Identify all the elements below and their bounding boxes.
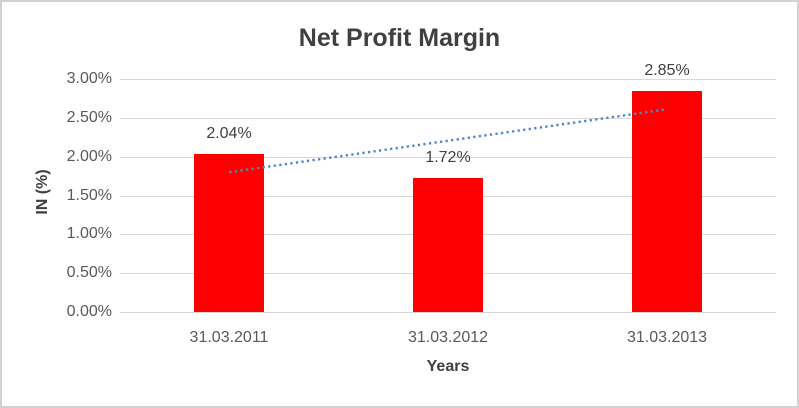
x-tick-label: 31.03.2012 bbox=[407, 329, 489, 346]
y-tick-label: 2.00% bbox=[66, 148, 112, 165]
bar-data-label: 2.85% bbox=[644, 62, 690, 79]
y-tick-label: 0.50% bbox=[66, 264, 112, 281]
x-axis-title: Years bbox=[426, 358, 470, 375]
x-tick-label: 31.03.2011 bbox=[189, 329, 269, 346]
y-tick-label: 1.50% bbox=[66, 187, 112, 204]
chart-title: Net Profit Margin bbox=[298, 24, 501, 52]
gridline bbox=[120, 312, 776, 313]
y-tick-label: 2.50% bbox=[66, 109, 112, 126]
bar-31.03.2012[interactable] bbox=[413, 178, 483, 312]
y-tick-label: 1.00% bbox=[66, 225, 112, 242]
x-tick-label: 31.03.2013 bbox=[626, 329, 708, 346]
gridline bbox=[120, 79, 776, 80]
y-tick-label: 3.00% bbox=[66, 70, 112, 87]
bar-data-label: 2.04% bbox=[206, 125, 252, 142]
bar-31.03.2013[interactable] bbox=[632, 91, 702, 312]
bar-31.03.2011[interactable] bbox=[194, 154, 264, 312]
y-tick-label: 0.00% bbox=[66, 303, 112, 320]
bar-data-label: 1.72% bbox=[425, 149, 471, 166]
